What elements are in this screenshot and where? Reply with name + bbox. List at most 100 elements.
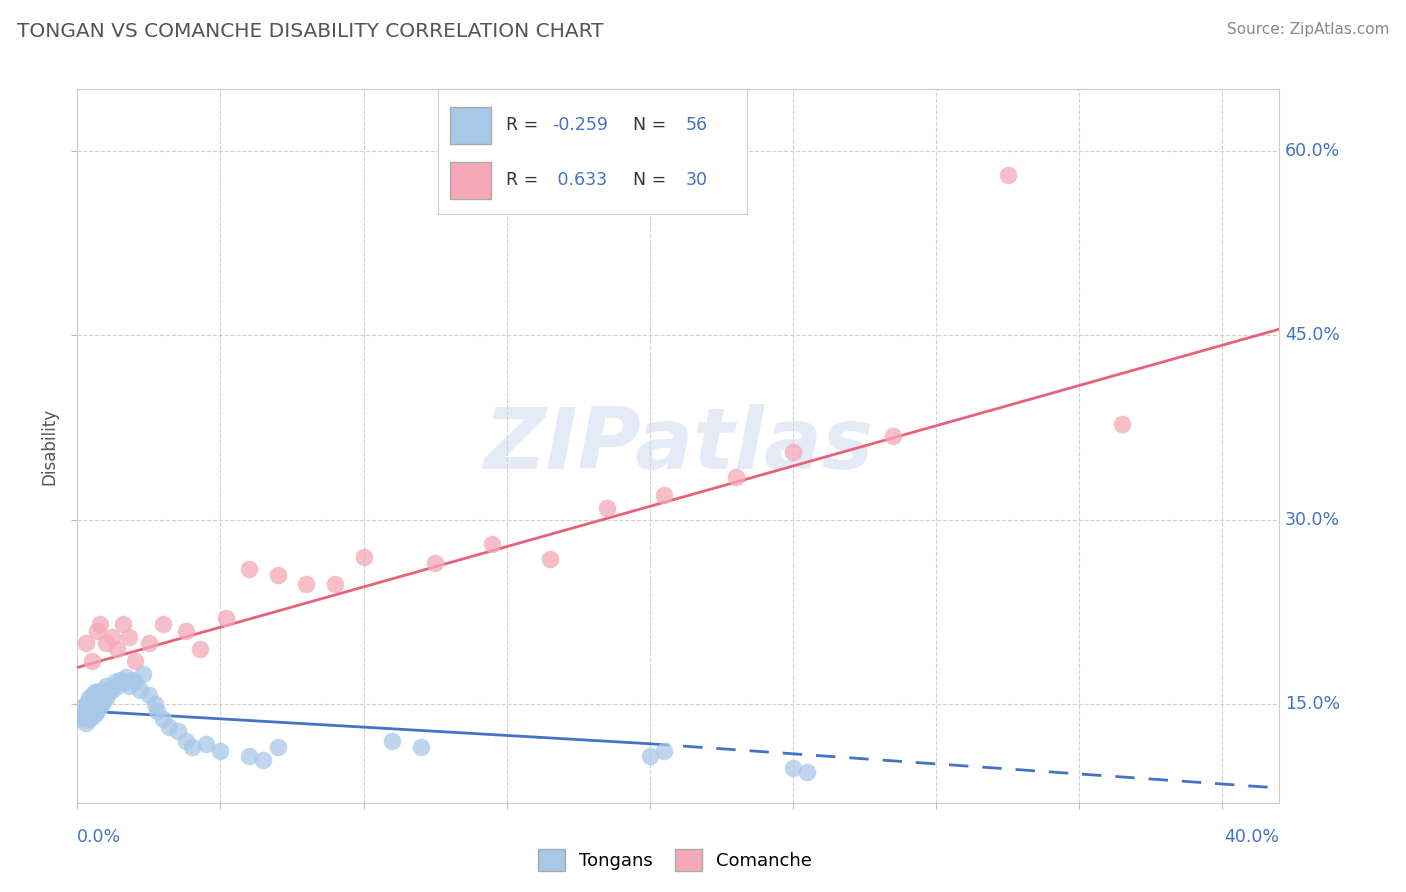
FancyBboxPatch shape xyxy=(450,161,491,199)
Point xyxy=(174,624,197,638)
Point xyxy=(166,724,188,739)
Text: R =: R = xyxy=(506,171,544,189)
Point xyxy=(107,679,129,693)
Point xyxy=(724,469,747,483)
Point xyxy=(152,617,174,632)
Point xyxy=(89,617,111,632)
Point xyxy=(97,685,120,699)
Point xyxy=(103,675,125,690)
Y-axis label: Disability: Disability xyxy=(41,408,59,484)
Point xyxy=(423,556,446,570)
Text: 0.0%: 0.0% xyxy=(77,828,121,846)
Point xyxy=(132,666,155,681)
Point xyxy=(91,682,114,697)
Text: Source: ZipAtlas.com: Source: ZipAtlas.com xyxy=(1226,22,1389,37)
Legend: Tongans, Comanche: Tongans, Comanche xyxy=(530,842,820,879)
Point xyxy=(267,740,290,755)
Point xyxy=(83,698,105,712)
Text: 45.0%: 45.0% xyxy=(1285,326,1340,344)
Point xyxy=(323,576,346,591)
Point xyxy=(267,568,290,582)
Text: N =: N = xyxy=(633,171,672,189)
Point xyxy=(180,740,202,755)
Point xyxy=(1111,417,1133,431)
Point xyxy=(481,537,503,551)
Text: N =: N = xyxy=(633,117,672,135)
Point xyxy=(295,576,318,591)
Point xyxy=(83,685,105,699)
Point xyxy=(100,630,122,644)
Point xyxy=(652,488,675,502)
Point xyxy=(100,682,122,697)
Point xyxy=(80,709,103,723)
Point xyxy=(77,704,100,718)
Point xyxy=(107,642,129,657)
Point xyxy=(75,715,97,730)
Point xyxy=(596,500,619,515)
Point xyxy=(112,675,135,690)
Point xyxy=(77,691,100,706)
Point xyxy=(75,698,97,712)
Point xyxy=(75,636,97,650)
Point xyxy=(86,704,108,718)
Point xyxy=(538,552,561,566)
Point xyxy=(72,699,94,714)
Text: 56: 56 xyxy=(686,117,707,135)
Point xyxy=(94,679,117,693)
Point xyxy=(157,719,180,733)
Text: 15.0%: 15.0% xyxy=(1285,696,1340,714)
Point xyxy=(782,445,804,459)
Point xyxy=(77,712,100,726)
Point xyxy=(195,737,218,751)
Point xyxy=(89,688,111,702)
Point xyxy=(238,749,260,764)
FancyBboxPatch shape xyxy=(450,107,491,145)
Text: 40.0%: 40.0% xyxy=(1225,828,1279,846)
Point xyxy=(118,679,141,693)
Point xyxy=(115,670,138,684)
Point xyxy=(86,685,108,699)
Point xyxy=(796,765,818,780)
Point xyxy=(252,753,274,767)
Point xyxy=(69,712,91,726)
Point xyxy=(209,744,232,758)
Point xyxy=(80,654,103,668)
Point xyxy=(91,695,114,709)
Point xyxy=(83,707,105,722)
Point xyxy=(143,698,166,712)
Text: 0.633: 0.633 xyxy=(553,171,607,189)
Point xyxy=(121,673,143,687)
Text: TONGAN VS COMANCHE DISABILITY CORRELATION CHART: TONGAN VS COMANCHE DISABILITY CORRELATIO… xyxy=(17,22,603,41)
Point xyxy=(86,695,108,709)
Point xyxy=(138,636,160,650)
Point xyxy=(94,691,117,706)
Text: R =: R = xyxy=(506,117,544,135)
Point xyxy=(409,740,432,755)
Point xyxy=(882,429,904,443)
Point xyxy=(353,549,375,564)
Text: ZIPatlas: ZIPatlas xyxy=(484,404,873,488)
Point xyxy=(72,709,94,723)
Point xyxy=(215,611,238,625)
Point xyxy=(138,688,160,702)
Point xyxy=(89,699,111,714)
Point xyxy=(238,562,260,576)
Point xyxy=(652,744,675,758)
Point xyxy=(118,630,141,644)
Text: 30.0%: 30.0% xyxy=(1285,511,1340,529)
Point xyxy=(94,636,117,650)
Text: -0.259: -0.259 xyxy=(553,117,609,135)
Point xyxy=(381,734,404,748)
Point xyxy=(174,734,197,748)
Point xyxy=(112,617,135,632)
Point xyxy=(75,707,97,722)
Point xyxy=(782,761,804,775)
Point xyxy=(190,642,212,657)
Point xyxy=(152,712,174,726)
Point xyxy=(146,704,169,718)
Point xyxy=(69,706,91,720)
Point xyxy=(80,688,103,702)
Point xyxy=(110,673,132,687)
Point xyxy=(86,624,108,638)
Text: 60.0%: 60.0% xyxy=(1285,142,1340,160)
